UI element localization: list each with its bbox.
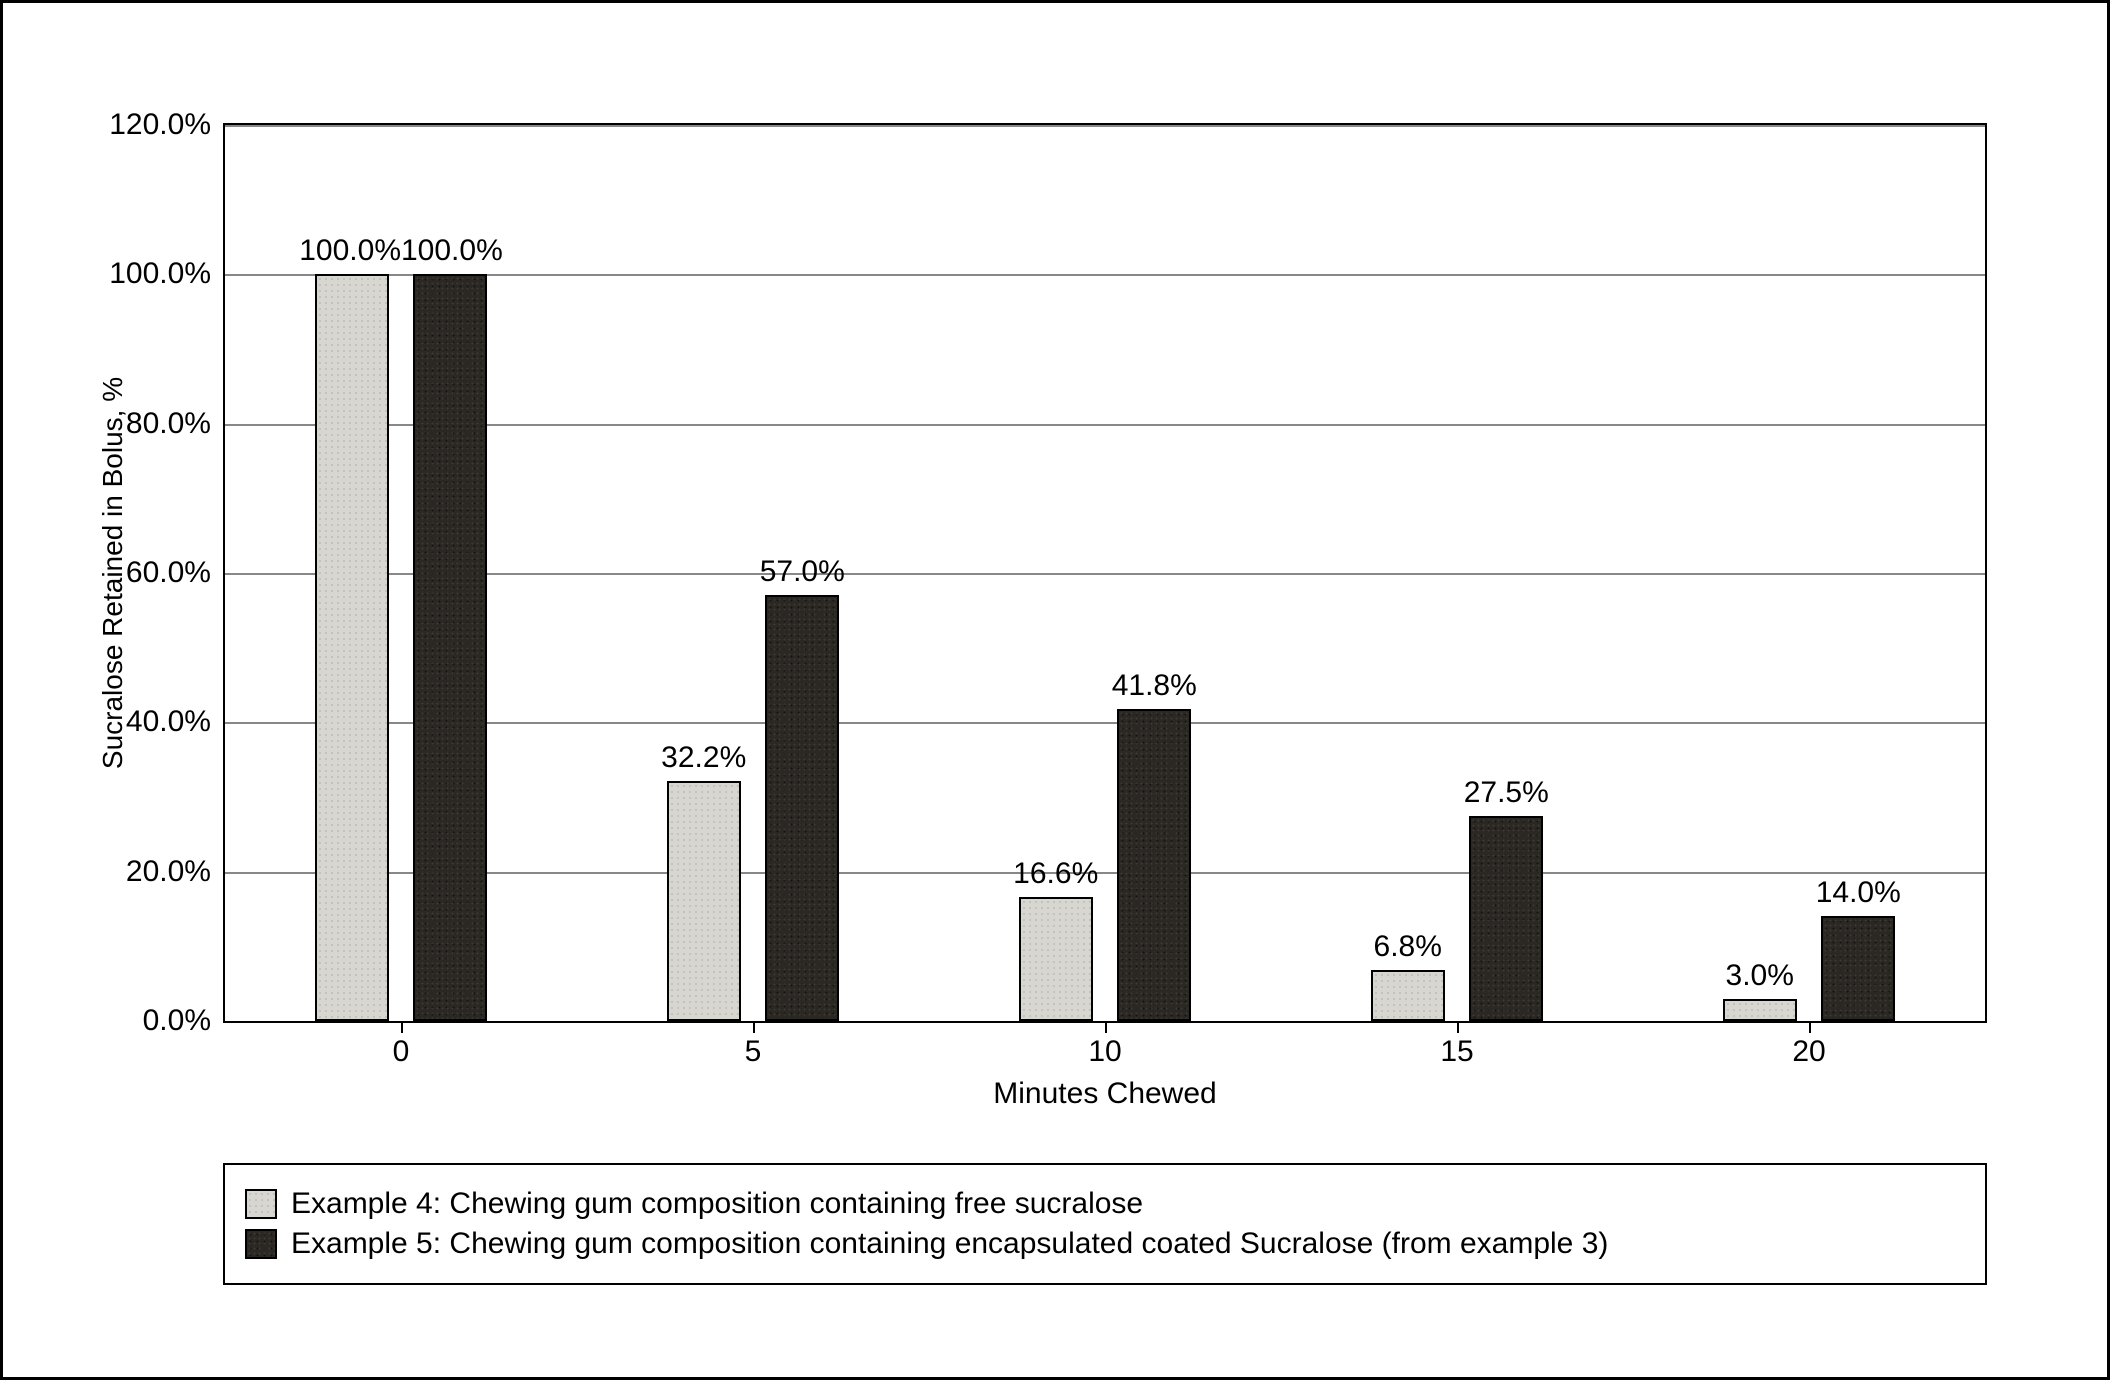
bar-series-0 [1019, 897, 1093, 1021]
legend-label: Example 4: Chewing gum composition conta… [291, 1187, 1143, 1221]
y-tick-label: 40.0% [126, 705, 225, 739]
bar-value-label: 3.0% [1726, 959, 1794, 993]
y-tick-label: 100.0% [109, 257, 225, 291]
legend-swatch [245, 1229, 277, 1259]
legend-swatch [245, 1189, 277, 1219]
bar-series-1 [1821, 916, 1895, 1021]
legend-row: Example 4: Chewing gum composition conta… [245, 1187, 1965, 1221]
bar-series-1 [1469, 816, 1543, 1021]
bar-value-label: 27.5% [1464, 776, 1549, 810]
bar-value-label: 41.8% [1112, 669, 1197, 703]
bar-series-0 [1723, 999, 1797, 1021]
x-tick-mark [1457, 1021, 1459, 1033]
x-axis-title: Minutes Chewed [993, 1023, 1216, 1111]
gridline [225, 274, 1985, 276]
legend: Example 4: Chewing gum composition conta… [223, 1163, 1987, 1285]
gridline [225, 424, 1985, 426]
bar-series-0 [315, 274, 389, 1021]
plot-area: 0.0%20.0%40.0%60.0%80.0%100.0%120.0%0510… [223, 123, 1987, 1023]
gridline [225, 872, 1985, 874]
gridline [225, 722, 1985, 724]
bar-series-1 [765, 595, 839, 1021]
chart-outer-frame: 0.0%20.0%40.0%60.0%80.0%100.0%120.0%0510… [0, 0, 2110, 1380]
gridline [225, 125, 1985, 127]
y-tick-label: 20.0% [126, 855, 225, 889]
bar-value-label: 6.8% [1374, 930, 1442, 964]
bar-series-0 [667, 781, 741, 1021]
legend-row: Example 5: Chewing gum composition conta… [245, 1227, 1965, 1261]
y-tick-label: 80.0% [126, 407, 225, 441]
bar-value-label: 57.0% [760, 555, 845, 589]
y-tick-label: 60.0% [126, 556, 225, 590]
y-axis-title: Sucralose Retained in Bolus, % [97, 377, 129, 769]
bar-series-0 [1371, 970, 1445, 1021]
x-tick-mark [753, 1021, 755, 1033]
y-tick-label: 120.0% [109, 108, 225, 142]
bar-value-label: 100.0%100.0% [299, 234, 503, 268]
x-tick-mark [401, 1021, 403, 1033]
y-tick-label: 0.0% [143, 1004, 225, 1038]
bar-value-label: 32.2% [661, 741, 746, 775]
chart-region: 0.0%20.0%40.0%60.0%80.0%100.0%120.0%0510… [223, 123, 1987, 1023]
chart-wrapper: 0.0%20.0%40.0%60.0%80.0%100.0%120.0%0510… [83, 63, 2027, 1337]
bar-series-1 [1117, 709, 1191, 1021]
bar-series-1 [413, 274, 487, 1021]
legend-label: Example 5: Chewing gum composition conta… [291, 1227, 1608, 1261]
bar-value-label: 14.0% [1816, 876, 1901, 910]
bar-value-label: 16.6% [1013, 857, 1098, 891]
x-tick-mark [1809, 1021, 1811, 1033]
gridline [225, 573, 1985, 575]
